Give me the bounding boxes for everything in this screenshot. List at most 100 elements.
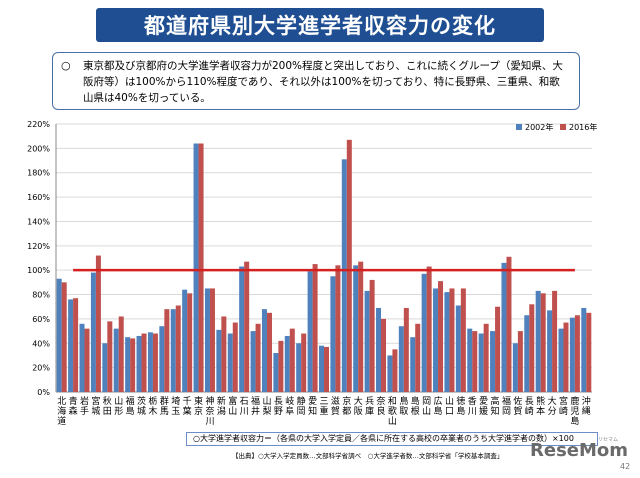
bar-2016 <box>198 143 204 392</box>
bar-2002 <box>535 290 541 392</box>
bar-2016 <box>369 279 375 392</box>
summary-note: ○ 東京都及び京都府の大学進学者収容力が200%程度と突出しており、これに続くグ… <box>52 52 580 110</box>
bar-2002 <box>547 310 553 392</box>
x-tick-label: 高知 <box>491 395 500 417</box>
bar-2016 <box>381 318 387 392</box>
bar-2016 <box>107 321 113 392</box>
bar-2016 <box>540 293 546 392</box>
bar-2002 <box>159 326 165 392</box>
x-tick-label: 徳島 <box>456 395 465 417</box>
bar-2002 <box>444 292 450 392</box>
bar-2002 <box>376 307 382 392</box>
bar-2016 <box>152 333 158 392</box>
summary-text: 東京都及び京都府の大学進学者収容力が200%程度と突出しており、これに続くグルー… <box>83 60 563 104</box>
x-tick-label: 栃木 <box>148 395 157 417</box>
x-tick-label: 宮崎 <box>559 395 568 417</box>
bar-2016 <box>289 328 295 392</box>
x-tick-label: 東京 <box>194 395 203 417</box>
x-tick-label: 岩手 <box>80 395 89 417</box>
bar-2002 <box>284 335 290 392</box>
x-tick-label: 滋賀 <box>331 395 340 417</box>
x-tick-label: 奈良 <box>377 395 386 417</box>
bar-2002 <box>410 337 416 392</box>
y-tick-label: 220% <box>27 120 50 129</box>
x-tick-label: 北海道 <box>57 396 66 427</box>
bar-2002 <box>467 328 473 392</box>
x-tick-label: 山形 <box>114 396 123 417</box>
bar-2002 <box>433 288 439 392</box>
x-tick-label: 埼玉 <box>171 395 180 417</box>
bar-2016 <box>84 328 90 392</box>
bar-2002 <box>216 329 222 392</box>
bar-2002 <box>581 307 587 392</box>
x-tick-label: 千葉 <box>183 396 192 417</box>
bar-2016 <box>209 288 215 392</box>
y-tick-label: 120% <box>27 242 50 251</box>
x-tick-label: 和歌山 <box>388 396 397 427</box>
x-tick-label: 宮城 <box>91 395 100 417</box>
bar-2002 <box>239 266 245 392</box>
x-tick-label: 京都 <box>342 395 351 417</box>
bar-2002 <box>490 331 496 392</box>
bar-2002 <box>398 326 404 392</box>
bar-2016 <box>552 290 558 392</box>
bar-2016 <box>358 261 364 392</box>
bar-2016 <box>221 316 227 392</box>
x-tick-label: 福井 <box>251 395 260 417</box>
y-tick-label: 140% <box>27 217 50 226</box>
bar-2016 <box>278 340 284 392</box>
bar-2002 <box>307 271 313 392</box>
bar-2016 <box>255 323 261 392</box>
bar-2016 <box>346 139 352 392</box>
x-tick-label: 長崎 <box>525 396 534 417</box>
legend-swatch <box>516 124 522 130</box>
bar-2002 <box>113 328 119 392</box>
bar-2002 <box>68 299 74 392</box>
bar-2016 <box>563 322 569 392</box>
bar-2002 <box>512 343 518 392</box>
x-tick-label: 神奈川 <box>205 395 214 427</box>
bar-2002 <box>136 335 142 392</box>
bar-2016 <box>301 333 307 392</box>
x-tick-label: 群馬 <box>160 395 169 417</box>
bar-2002 <box>421 273 427 392</box>
bar-2016 <box>472 331 478 392</box>
bar-2002 <box>387 355 393 392</box>
bar-2002 <box>353 265 359 392</box>
bar-2002 <box>341 159 347 392</box>
bar-2016 <box>574 315 580 392</box>
bar-2016 <box>175 305 181 392</box>
bar-2002 <box>102 343 108 392</box>
bar-2002 <box>182 289 188 392</box>
bar-2002 <box>524 315 530 392</box>
x-tick-label: 山口 <box>445 396 454 417</box>
x-tick-label: 愛媛 <box>479 395 488 417</box>
bar-2016 <box>335 265 341 392</box>
bar-2016 <box>495 306 501 392</box>
bar-2016 <box>244 261 250 392</box>
legend-label: 2002年 <box>525 122 553 132</box>
y-tick-label: 40% <box>32 339 50 348</box>
bar-2016 <box>187 293 193 392</box>
bullet-marker: ○ <box>61 59 71 72</box>
x-tick-label: 石川 <box>240 397 249 417</box>
x-tick-label: 香川 <box>468 396 477 417</box>
bar-2016 <box>403 307 409 392</box>
bar-2016 <box>118 316 124 392</box>
bar-2002 <box>501 262 507 392</box>
bar-2002 <box>364 290 370 392</box>
x-tick-label: 大分 <box>548 395 557 417</box>
y-tick-label: 0% <box>37 388 50 397</box>
bar-2002 <box>193 143 199 392</box>
bar-2016 <box>517 331 523 392</box>
bar-2016 <box>73 298 79 392</box>
x-tick-label: 新潟 <box>217 395 226 417</box>
bar-2002 <box>227 333 233 392</box>
bar-2002 <box>170 309 176 392</box>
y-tick-label: 80% <box>32 291 50 300</box>
bar-2002 <box>330 276 336 392</box>
legend-swatch <box>560 124 566 130</box>
y-tick-label: 200% <box>27 144 50 153</box>
x-tick-label: 愛知 <box>308 395 317 417</box>
bar-2016 <box>449 288 455 392</box>
